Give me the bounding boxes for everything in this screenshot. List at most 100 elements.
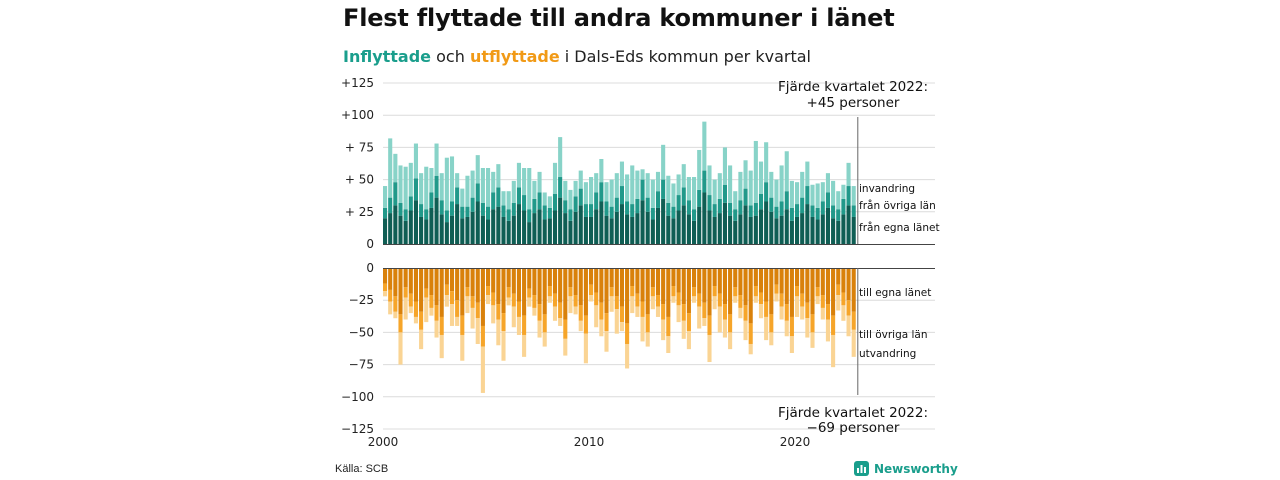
bar-till-ovriga-lan (722, 304, 727, 320)
bar-till-egna-lanet (795, 268, 800, 287)
bar-fran-ovriga-lan (491, 192, 496, 210)
bar-fran-egna-lanet (805, 204, 810, 244)
bar-till-ovriga-lan (408, 293, 413, 307)
y-axis-labels: +125 +100 + 75 + 50 + 25 0 0 −25 −50 −75 −100 −125 (341, 76, 374, 436)
bar-till-egna-lanet (408, 268, 413, 294)
grid (383, 82, 935, 430)
bar-fran-ovriga-lan (722, 184, 727, 203)
bar-fran-ovriga-lan (465, 206, 470, 217)
bar-utvandring (758, 304, 764, 319)
bar-fran-ovriga-lan (831, 205, 836, 219)
bar-fran-ovriga-lan (449, 201, 455, 216)
bar-till-ovriga-lan (630, 286, 635, 297)
bar-till-ovriga-lan (697, 293, 702, 307)
bar-till-egna-lanet (568, 268, 573, 288)
bar-till-egna-lanet (764, 268, 769, 302)
bar-fran-ovriga-lan (496, 187, 501, 207)
bar-utvandring (686, 331, 691, 350)
bar-fran-egna-lanet (568, 220, 573, 244)
bar-till-ovriga-lan (491, 292, 496, 306)
bar-invandring (522, 168, 527, 196)
bar-invandring (537, 171, 542, 193)
x-tick-label: 2010 (574, 435, 605, 449)
bar-invandring (527, 168, 532, 210)
bar-till-ovriga-lan (666, 316, 671, 337)
bar-utvandring (722, 319, 727, 338)
bar-till-ovriga-lan (800, 293, 805, 307)
bar-invandring (738, 171, 743, 201)
bar-fran-egna-lanet (470, 211, 475, 244)
y-tick-label: 0 (366, 261, 374, 275)
bar-till-egna-lanet (460, 268, 465, 316)
bar-till-egna-lanet (686, 268, 691, 314)
bar-invandring (753, 140, 758, 203)
bar-fran-egna-lanet (558, 197, 563, 244)
bar-fran-egna-lanet (650, 219, 655, 244)
bar-fran-ovriga-lan (795, 204, 800, 217)
x-tick-label: 2000 (368, 435, 399, 449)
bar-invandring (769, 171, 774, 198)
bar-fran-egna-lanet (769, 211, 774, 244)
bar-invandring (655, 171, 661, 192)
bar-invandring (784, 151, 789, 192)
bar-till-egna-lanet (820, 268, 825, 296)
bar-till-egna-lanet (449, 268, 455, 292)
bar-utvandring (552, 306, 558, 321)
bar-till-egna-lanet (779, 268, 784, 294)
bar-invandring (722, 147, 727, 185)
bar-till-egna-lanet (676, 268, 681, 293)
bar-invandring (717, 173, 722, 199)
bar-till-egna-lanet (681, 268, 686, 305)
bar-till-ovriga-lan (532, 295, 537, 308)
bar-fran-ovriga-lan (635, 198, 640, 214)
bar-invandring (388, 138, 393, 198)
bar-invandring (506, 191, 511, 210)
bar-till-egna-lanet (810, 268, 815, 315)
bar-fran-egna-lanet (408, 210, 413, 244)
bar-fran-ovriga-lan (552, 193, 558, 211)
bar-till-ovriga-lan (810, 314, 815, 333)
bar-till-ovriga-lan (388, 289, 393, 302)
bar-till-ovriga-lan (779, 293, 784, 307)
bar-till-egna-lanet (831, 268, 836, 316)
bar-till-ovriga-lan (753, 286, 758, 297)
bar-fran-egna-lanet (537, 209, 542, 244)
bar-utvandring (800, 306, 805, 320)
bar-fran-egna-lanet (486, 219, 491, 244)
bar-till-ovriga-lan (439, 316, 444, 335)
bar-fran-ovriga-lan (717, 198, 722, 214)
bar-fran-egna-lanet (851, 216, 856, 244)
bar-utvandring (480, 346, 485, 393)
bar-till-ovriga-lan (573, 295, 578, 307)
bar-utvandring (625, 343, 630, 369)
bar-fran-ovriga-lan (645, 197, 650, 212)
y-tick-label: −100 (341, 390, 374, 404)
bar-invandring (552, 162, 558, 194)
bar-till-egna-lanet (650, 268, 655, 288)
bar-fran-ovriga-lan (805, 186, 810, 205)
bar-fran-egna-lanet (388, 213, 393, 244)
bar-utvandring (434, 320, 439, 338)
bar-till-ovriga-lan (609, 287, 614, 297)
bar-utvandring (630, 296, 635, 314)
bar-utvandring (444, 295, 449, 307)
bar-fran-ovriga-lan (661, 179, 666, 199)
bar-invandring (511, 180, 516, 203)
bar-invandring (604, 182, 609, 202)
bar-utvandring (589, 295, 594, 302)
bar-till-egna-lanet (496, 268, 501, 305)
bar-fran-ovriga-lan (702, 170, 707, 193)
bar-utvandring (671, 296, 676, 303)
bar-utvandring (728, 332, 733, 350)
bar-invandring (625, 174, 630, 202)
bar-till-ovriga-lan (522, 315, 527, 335)
bar-till-ovriga-lan (748, 323, 753, 344)
bar-till-ovriga-lan (444, 284, 449, 296)
bar-invandring (403, 166, 408, 210)
bar-till-egna-lanet (836, 268, 841, 285)
bar-till-egna-lanet (815, 268, 820, 288)
bar-fran-egna-lanet (671, 218, 676, 244)
outflow-series-label: utvandring (859, 348, 916, 360)
bar-invandring (748, 170, 753, 206)
bar-till-egna-lanet (614, 268, 619, 297)
